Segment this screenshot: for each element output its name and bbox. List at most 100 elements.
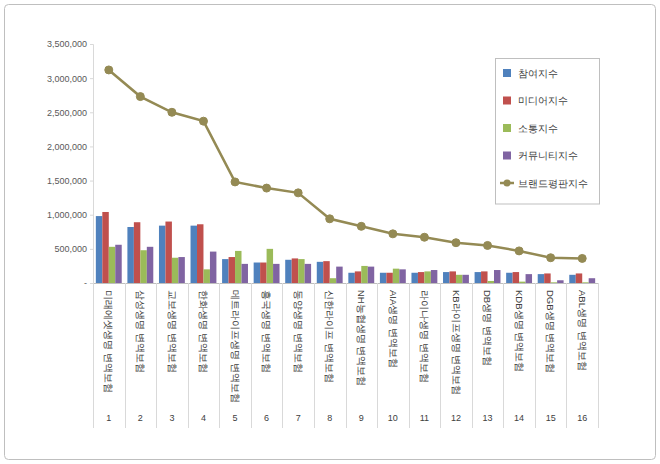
category-separator bbox=[188, 283, 189, 428]
bar bbox=[443, 272, 449, 283]
category-separator bbox=[535, 283, 536, 428]
legend-swatch bbox=[503, 69, 511, 77]
legend-swatch bbox=[503, 152, 511, 160]
legend-label: 커뮤니티지수 bbox=[518, 150, 578, 161]
x-number-tick: 10 bbox=[388, 412, 398, 423]
bar-series bbox=[109, 247, 589, 283]
bar bbox=[551, 282, 557, 283]
category-separator bbox=[503, 283, 504, 428]
category-separator bbox=[251, 283, 252, 428]
x-tick: 흥국생명 변액보험 bbox=[261, 283, 272, 373]
bar bbox=[229, 257, 235, 283]
line-marker bbox=[326, 215, 334, 223]
legend-box bbox=[496, 59, 600, 205]
x-number-label: 13 bbox=[483, 413, 493, 423]
bar bbox=[260, 263, 266, 283]
bar-series bbox=[96, 216, 576, 283]
bar bbox=[348, 273, 354, 283]
x-number-label: 7 bbox=[296, 413, 301, 423]
bar bbox=[481, 271, 487, 283]
line-marker bbox=[231, 178, 239, 186]
y-tick: - bbox=[84, 278, 93, 288]
bar bbox=[544, 273, 550, 283]
legend-swatch bbox=[503, 97, 511, 105]
x-number-label: 14 bbox=[514, 413, 524, 423]
bar bbox=[147, 247, 153, 283]
y-tick-mark bbox=[90, 249, 93, 250]
bar bbox=[355, 271, 361, 283]
x-number-label: 3 bbox=[169, 413, 174, 423]
x-tick: 교보생명 변액보험 bbox=[167, 283, 178, 373]
bar bbox=[456, 275, 462, 283]
x-number-label: 8 bbox=[327, 413, 332, 423]
bar bbox=[557, 280, 563, 283]
x-tick-label: 교보생명 변액보험 bbox=[167, 290, 178, 373]
bar bbox=[267, 249, 273, 283]
y-tick: 1,500,000 bbox=[47, 176, 93, 186]
line-marker bbox=[105, 66, 113, 74]
bar bbox=[589, 278, 595, 283]
bar bbox=[140, 250, 146, 283]
x-tick: 한화생명 변액보험 bbox=[198, 283, 209, 373]
x-tick-label: 흥국생명 변액보험 bbox=[261, 290, 272, 373]
y-tick: 2,000,000 bbox=[47, 142, 93, 152]
bar bbox=[506, 273, 512, 283]
x-number-tick: 4 bbox=[201, 412, 206, 423]
x-number-tick: 13 bbox=[483, 412, 493, 423]
x-number-label: 2 bbox=[138, 413, 143, 423]
x-tick-label: DB생명 변액보험 bbox=[482, 290, 493, 366]
bar bbox=[418, 272, 424, 283]
x-number-label: 10 bbox=[388, 413, 398, 423]
x-number-label: 5 bbox=[233, 413, 238, 423]
bar bbox=[96, 216, 102, 283]
bar bbox=[235, 251, 241, 283]
line-marker bbox=[452, 239, 460, 247]
y-tick-mark bbox=[90, 78, 93, 79]
bar bbox=[380, 273, 386, 283]
y-tick-label: 3,500,000 bbox=[47, 39, 87, 49]
x-tick-label: KDB생명 변액보험 bbox=[514, 290, 525, 372]
x-tick: KB라이프생명 변액보험 bbox=[451, 283, 462, 395]
bar bbox=[178, 257, 184, 283]
x-number-tick: 1 bbox=[106, 412, 111, 423]
bar bbox=[191, 226, 197, 283]
y-tick: 500,000 bbox=[54, 244, 93, 254]
bar bbox=[197, 224, 203, 283]
x-tick-label: NH농협생명 변액보험 bbox=[356, 290, 367, 386]
bar bbox=[513, 272, 519, 283]
y-axis: -500,0001,000,0001,500,0002,000,0002,500… bbox=[47, 39, 94, 288]
bar bbox=[526, 274, 532, 283]
x-number-tick: 2 bbox=[138, 412, 143, 423]
x-number-tick: 7 bbox=[296, 412, 301, 423]
category-separator bbox=[219, 283, 220, 428]
legend-swatch bbox=[503, 124, 511, 132]
category-separator bbox=[472, 283, 473, 428]
bar bbox=[462, 275, 468, 283]
x-number-tick: 12 bbox=[451, 412, 461, 423]
bar bbox=[222, 259, 228, 283]
category-separator bbox=[314, 283, 315, 428]
x-number-tick: 14 bbox=[514, 412, 524, 423]
x-tick: AIA생명 변액보험 bbox=[388, 283, 399, 368]
bar bbox=[475, 272, 481, 283]
category-separator bbox=[93, 283, 94, 428]
bar bbox=[386, 273, 392, 283]
x-number-label: 16 bbox=[577, 413, 587, 423]
bar bbox=[127, 227, 133, 283]
line-marker bbox=[420, 233, 428, 241]
x-tick-label: 메트라이프생명 변액보험 bbox=[230, 290, 241, 403]
y-tick-label: - bbox=[84, 278, 87, 288]
bar bbox=[411, 273, 417, 283]
x-number-label: 11 bbox=[420, 413, 429, 423]
bar bbox=[393, 269, 399, 283]
legend-label: 소통지수 bbox=[518, 123, 558, 134]
bar bbox=[538, 274, 544, 283]
legend-marker bbox=[504, 180, 511, 187]
legend-label: 미디어지수 bbox=[518, 95, 568, 106]
bar bbox=[102, 212, 108, 283]
bar bbox=[242, 264, 248, 283]
x-tick: 메트라이프생명 변액보험 bbox=[230, 283, 241, 403]
x-tick-label: 동양생명 변액보험 bbox=[293, 290, 304, 373]
y-tick: 2,500,000 bbox=[47, 108, 93, 118]
bar bbox=[317, 262, 323, 283]
